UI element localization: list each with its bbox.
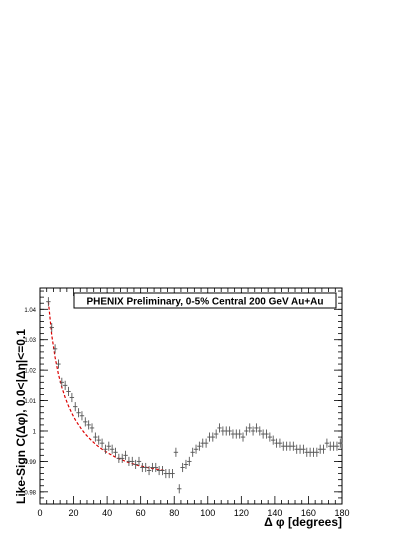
y-tick-label: 1.02	[24, 369, 36, 375]
data-point	[244, 426, 249, 436]
data-point	[237, 429, 242, 439]
data-points	[46, 297, 343, 494]
data-point	[79, 411, 85, 421]
data-point	[83, 417, 88, 427]
y-tick-label: 1.03	[24, 338, 36, 344]
x-axis-label: Δ φ [degrees]	[264, 515, 342, 529]
data-point	[264, 429, 269, 439]
data-point	[123, 450, 128, 460]
fit-line	[47, 301, 166, 472]
data-point	[183, 459, 189, 470]
data-point	[227, 426, 232, 436]
data-point	[213, 429, 219, 439]
y-tick-label: 0.99	[24, 460, 36, 466]
data-point	[338, 438, 343, 448]
data-point	[187, 456, 192, 466]
plot-frame	[39, 287, 343, 505]
y-axis-ticks: 0.98 0.99 1 1.01 1.02 1.03 1.04	[24, 290, 342, 505]
data-point	[133, 459, 138, 470]
data-point	[113, 447, 118, 457]
legend-text: PHENIX Preliminary, 0-5% Central 200 GeV…	[86, 297, 323, 308]
data-point	[210, 432, 216, 442]
data-point	[240, 432, 246, 442]
data-point	[321, 444, 326, 454]
data-point	[180, 462, 185, 473]
data-point	[96, 435, 101, 445]
plot-area: 0 20 40 60 80 100 120 140 160 180 0.98 0.99 1 1.01 1.…	[24, 287, 350, 518]
x-tick-label: 120	[234, 508, 249, 518]
data-point	[193, 444, 199, 454]
data-point	[106, 441, 111, 451]
x-tick-label: 80	[169, 508, 179, 518]
data-point	[103, 444, 108, 454]
data-point	[267, 432, 273, 442]
data-point	[130, 456, 135, 466]
data-point	[277, 438, 283, 448]
data-point	[314, 447, 320, 457]
data-point	[334, 441, 340, 451]
x-tick-label: 60	[136, 508, 146, 518]
data-point	[66, 386, 71, 396]
x-axis-ticks: 0 20 40 60 80 100 120 140 160 180	[37, 288, 350, 518]
data-point	[190, 447, 195, 457]
data-point	[160, 465, 165, 476]
data-point	[153, 462, 158, 473]
data-point	[170, 469, 175, 479]
y-tick-label: 1.04	[24, 308, 36, 314]
data-point	[86, 420, 91, 430]
data-point	[146, 465, 152, 476]
fit-curve	[47, 301, 166, 472]
data-point	[143, 462, 148, 473]
data-point	[62, 380, 68, 390]
y-tick-label: 1.01	[24, 399, 36, 405]
data-point	[254, 423, 259, 433]
data-point	[217, 423, 222, 433]
data-point	[76, 408, 81, 418]
data-point	[52, 344, 58, 354]
x-tick-label: 140	[267, 508, 282, 518]
data-point	[136, 456, 142, 466]
data-point	[109, 444, 115, 454]
data-point	[99, 438, 105, 448]
data-point	[56, 359, 61, 369]
data-point	[46, 297, 51, 307]
y-tick-label: 0.98	[24, 490, 36, 496]
data-point	[203, 438, 209, 448]
data-point	[291, 441, 296, 451]
data-point	[73, 402, 78, 412]
data-point	[177, 484, 182, 494]
data-point	[89, 423, 95, 433]
x-tick-label: 180	[334, 508, 349, 518]
x-tick-label: 100	[200, 508, 215, 518]
data-point	[69, 392, 75, 403]
data-point	[197, 441, 202, 451]
data-point	[93, 432, 98, 442]
data-point	[257, 426, 262, 436]
data-point	[120, 453, 125, 463]
data-point	[173, 447, 179, 457]
data-point	[301, 444, 306, 454]
x-tick-label: 160	[301, 508, 316, 518]
data-point	[250, 426, 256, 436]
legend-box	[73, 292, 337, 309]
x-tick-label: 20	[69, 508, 79, 518]
data-point	[59, 377, 65, 387]
y-tick-label: 1	[33, 429, 37, 435]
x-tick-label: 40	[102, 508, 112, 518]
x-tick-label: 0	[37, 508, 42, 518]
data-point	[324, 438, 330, 448]
data-point	[49, 322, 54, 333]
data-point	[247, 423, 252, 433]
legend: PHENIX Preliminary, 0-5% Central 200 GeV…	[73, 292, 337, 309]
data-point	[271, 435, 276, 445]
y-axis-label: Like-Sign C(Δφ), 0.0<|Δη|<=0.1	[14, 329, 28, 504]
